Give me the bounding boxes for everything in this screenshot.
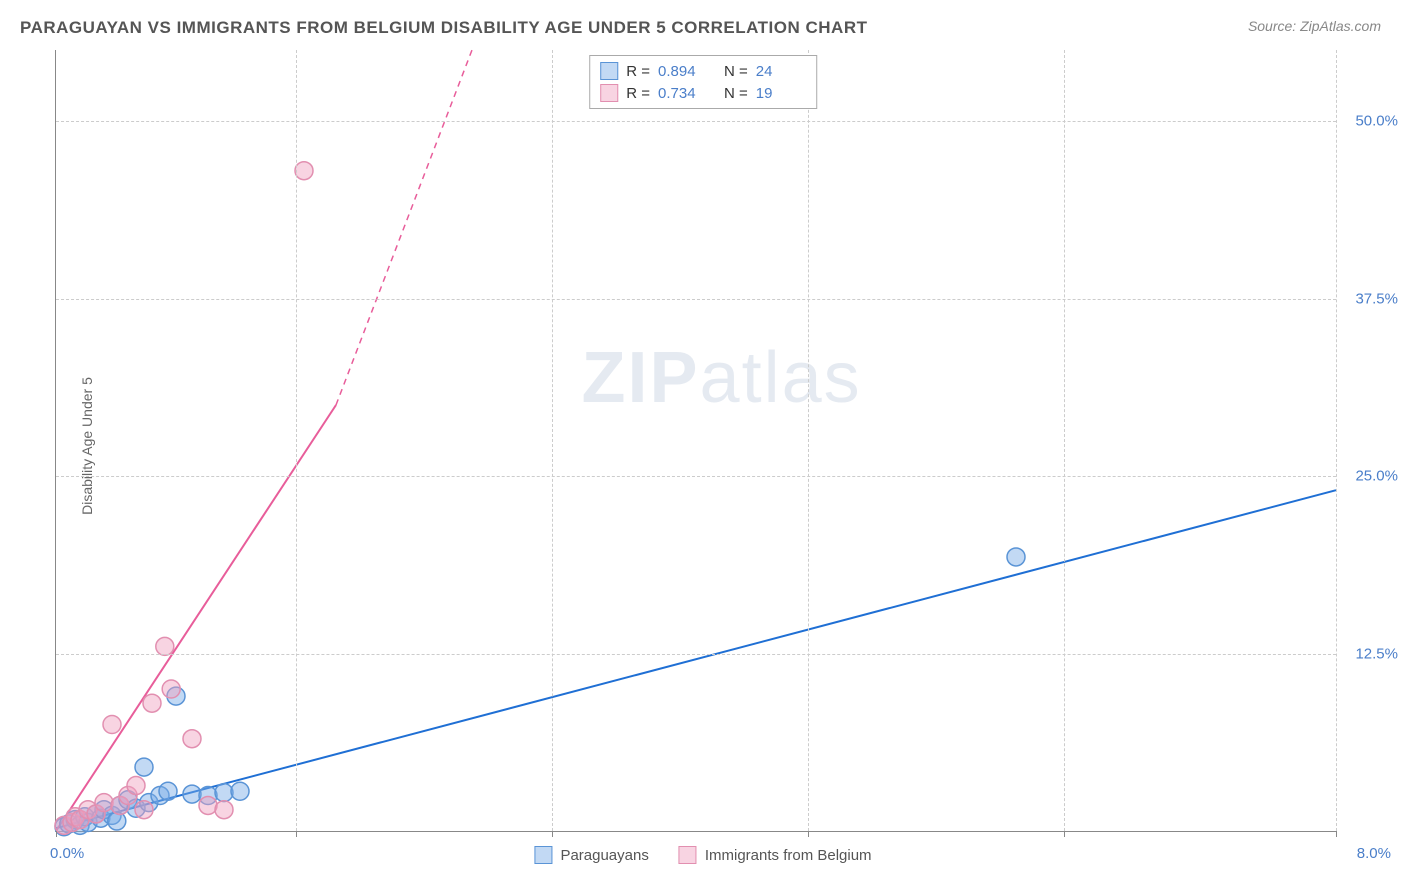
data-point — [159, 782, 177, 800]
gridline-h — [56, 476, 1336, 477]
data-point — [127, 777, 145, 795]
gridline-h — [56, 121, 1336, 122]
x-axis-tick — [552, 831, 553, 837]
data-point — [135, 758, 153, 776]
legend-r-label: R = — [626, 63, 650, 80]
gridline-v — [296, 50, 297, 831]
data-point — [183, 730, 201, 748]
gridline-v — [1064, 50, 1065, 831]
regression-line — [56, 405, 336, 831]
legend-swatch-icon — [600, 84, 618, 102]
legend-swatch-icon — [534, 846, 552, 864]
x-axis-tick — [1064, 831, 1065, 837]
x-tick-max: 8.0% — [1357, 845, 1391, 862]
legend-series-item: Immigrants from Belgium — [679, 846, 872, 864]
chart-plot-area: ZIPatlas 12.5%25.0%37.5%50.0% — [55, 50, 1336, 832]
source-label: Source: ZipAtlas.com — [1248, 18, 1381, 34]
regression-line — [56, 490, 1336, 828]
gridline-h — [56, 654, 1336, 655]
legend-r-value: 0.734 — [658, 85, 708, 102]
y-tick-label: 37.5% — [1355, 290, 1398, 307]
legend-r-value: 0.894 — [658, 63, 708, 80]
data-point — [162, 680, 180, 698]
data-point — [295, 162, 313, 180]
legend-series-label: Paraguayans — [560, 847, 648, 864]
data-point — [95, 794, 113, 812]
data-point — [103, 716, 121, 734]
legend-row: R = 0.894 N = 24 — [600, 60, 806, 82]
y-tick-label: 25.0% — [1355, 468, 1398, 485]
legend-row: R = 0.734 N = 19 — [600, 82, 806, 104]
legend-series: Paraguayans Immigrants from Belgium — [534, 846, 871, 864]
data-point — [215, 801, 233, 819]
y-tick-label: 12.5% — [1355, 645, 1398, 662]
y-tick-label: 50.0% — [1355, 113, 1398, 130]
data-point — [143, 694, 161, 712]
legend-series-item: Paraguayans — [534, 846, 648, 864]
data-point — [108, 812, 126, 830]
data-point — [231, 782, 249, 800]
legend-n-label: N = — [724, 85, 748, 102]
legend-n-label: N = — [724, 63, 748, 80]
scatter-svg — [56, 50, 1336, 831]
x-axis-tick — [296, 831, 297, 837]
x-axis-tick — [56, 831, 57, 837]
data-point — [215, 784, 233, 802]
legend-r-label: R = — [626, 85, 650, 102]
gridline-v — [808, 50, 809, 831]
gridline-v — [1336, 50, 1337, 831]
legend-swatch-icon — [679, 846, 697, 864]
x-axis-tick — [808, 831, 809, 837]
gridline-v — [552, 50, 553, 831]
legend-swatch-icon — [600, 62, 618, 80]
legend-n-value: 24 — [756, 63, 806, 80]
data-point — [135, 801, 153, 819]
x-axis-tick — [1336, 831, 1337, 837]
data-point — [1007, 548, 1025, 566]
gridline-h — [56, 299, 1336, 300]
regression-line-dashed — [336, 50, 472, 405]
chart-title: PARAGUAYAN VS IMMIGRANTS FROM BELGIUM DI… — [20, 18, 867, 38]
data-point — [183, 785, 201, 803]
legend-correlation: R = 0.894 N = 24 R = 0.734 N = 19 — [589, 55, 817, 109]
x-tick-min: 0.0% — [50, 845, 84, 862]
legend-n-value: 19 — [756, 85, 806, 102]
data-point — [199, 796, 217, 814]
legend-series-label: Immigrants from Belgium — [705, 847, 872, 864]
